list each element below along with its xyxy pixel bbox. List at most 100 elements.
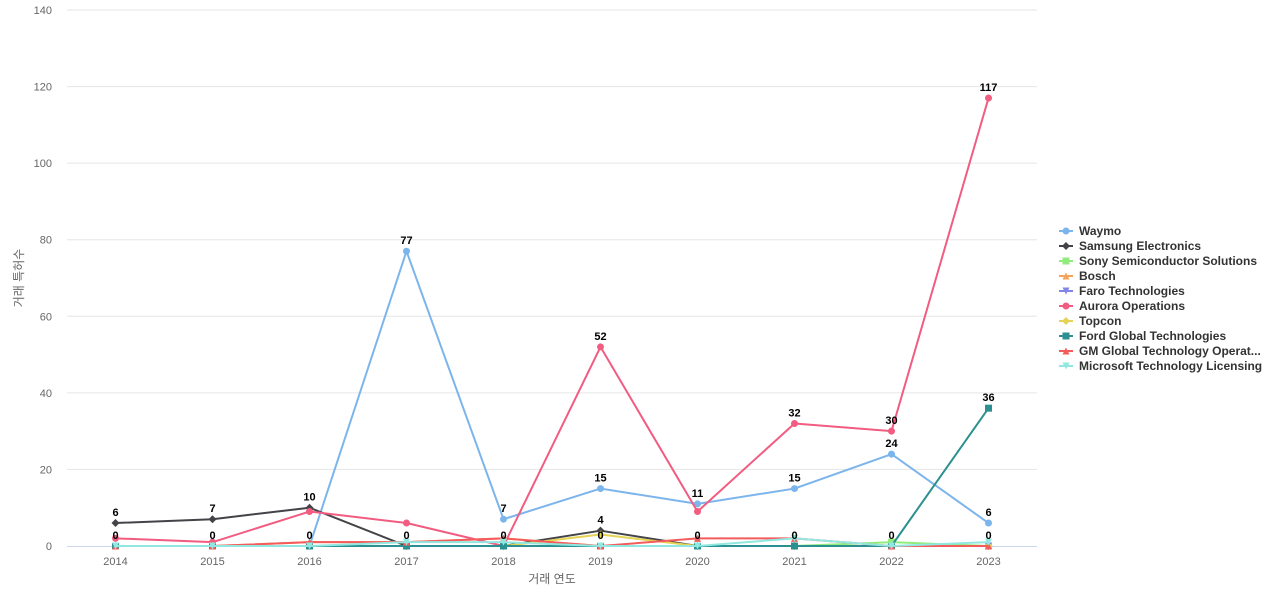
data-point-marker: [694, 534, 701, 542]
x-tick-label: 2019: [588, 556, 612, 568]
data-point-marker: [403, 247, 410, 255]
data-point-marker: [888, 427, 895, 435]
data-point-marker: [985, 542, 992, 550]
x-tick-label: 2015: [200, 556, 224, 568]
legend-label: Bosch: [1079, 269, 1116, 283]
data-point-marker: [209, 542, 216, 550]
data-point-marker: [306, 542, 313, 550]
series-gm-global-technology-operat: [112, 534, 992, 550]
data-point-marker: [500, 538, 507, 546]
series-lines: [111, 94, 993, 550]
legend-symbol-marker: [1062, 242, 1070, 250]
data-label: 32: [788, 407, 800, 419]
legend-item-microsoft-technology-licensing[interactable]: Microsoft Technology Licensing: [1059, 359, 1262, 373]
series-line: [114, 250, 990, 547]
data-label: 6: [112, 507, 118, 519]
data-point-marker: [500, 515, 507, 523]
data-label: 7: [500, 503, 506, 515]
legend-item-waymo[interactable]: Waymo: [1059, 224, 1121, 238]
x-tick-label: 2018: [491, 556, 515, 568]
data-label: 0: [888, 530, 894, 542]
x-axis-ticks: 2014 2015 2016 2017 2018 2019 2020 2021 2022 2023: [103, 556, 1000, 568]
data-label: 117: [980, 82, 998, 94]
series-ford-global-technologies: [112, 404, 992, 550]
data-point-marker: [306, 508, 313, 516]
data-point-marker: [985, 404, 992, 412]
y-tick-label: 20: [40, 464, 52, 476]
legend-symbol-marker: [1062, 332, 1070, 340]
x-tick-label: 2022: [879, 556, 903, 568]
x-tick-label: 2014: [103, 556, 127, 568]
data-point-marker: [985, 519, 992, 527]
data-label: 0: [306, 530, 312, 542]
data-label: 0: [500, 530, 506, 542]
legend-item-samsung-electronics[interactable]: Samsung Electronics: [1059, 239, 1201, 253]
legend-label: Samsung Electronics: [1079, 239, 1201, 253]
legend-label: Faro Technologies: [1079, 284, 1185, 298]
y-tick-label: 120: [34, 82, 52, 94]
data-point-marker: [112, 534, 119, 542]
x-tick-label: 2016: [297, 556, 321, 568]
x-tick-label: 2023: [976, 556, 1000, 568]
legend-symbol-marker: [1062, 302, 1070, 310]
data-label: 10: [303, 492, 315, 504]
y-tick-label: 0: [46, 541, 52, 553]
legend-item-faro-technologies[interactable]: Faro Technologies: [1059, 284, 1185, 298]
legend-item-aurora-operations[interactable]: Aurora Operations: [1059, 299, 1185, 313]
y-tick-label: 40: [40, 388, 52, 400]
data-point-marker: [791, 534, 798, 542]
data-point-marker: [597, 485, 604, 493]
data-label: 36: [982, 392, 994, 404]
legend-item-ford-global-technologies[interactable]: Ford Global Technologies: [1059, 329, 1226, 343]
data-label: 52: [594, 331, 606, 343]
data-point-marker: [985, 94, 992, 102]
series-waymo: [112, 247, 992, 550]
data-label: 15: [788, 473, 800, 485]
data-label: 77: [400, 235, 412, 247]
data-label: 24: [885, 438, 898, 450]
data-point-marker: [791, 485, 798, 493]
data-label: 4: [597, 515, 604, 527]
series-line: [114, 97, 990, 547]
data-point-marker: [403, 542, 410, 550]
legend-symbol-marker: [1062, 287, 1070, 295]
legend-symbol-marker: [1062, 227, 1070, 235]
data-label: 11: [692, 488, 704, 500]
data-point-marker: [597, 542, 604, 550]
data-point-marker: [596, 530, 605, 539]
data-point-marker: [694, 500, 701, 508]
data-point-marker: [888, 542, 895, 550]
data-label: 0: [791, 530, 797, 542]
data-label: 0: [694, 530, 700, 542]
legend-label: Waymo: [1079, 224, 1121, 238]
data-point-marker: [111, 519, 120, 528]
legend-item-sony-semiconductor-solutions[interactable]: Sony Semiconductor Solutions: [1059, 254, 1257, 268]
data-label: 0: [112, 530, 118, 542]
data-point-marker: [403, 538, 410, 546]
legend-symbol-marker: [1062, 257, 1070, 265]
series-line: [114, 537, 990, 547]
y-tick-label: 100: [34, 158, 52, 170]
legend-symbol-marker: [1062, 362, 1070, 370]
data-point-marker: [500, 542, 507, 550]
legend-item-topcon[interactable]: Topcon: [1059, 314, 1121, 328]
data-point-marker: [888, 450, 895, 458]
y-tick-label: 60: [40, 311, 52, 323]
data-label: 0: [597, 530, 603, 542]
data-point-marker: [112, 542, 119, 550]
series-microsoft-technology-licensing: [112, 534, 992, 550]
x-tick-label: 2021: [782, 556, 806, 568]
x-tick-label: 2017: [394, 556, 418, 568]
data-point-marker: [694, 508, 701, 516]
legend-item-gm-global-technology-operat[interactable]: GM Global Technology Operat...: [1059, 344, 1261, 358]
legend-item-bosch[interactable]: Bosch: [1059, 269, 1116, 283]
data-point-marker: [985, 538, 992, 546]
data-point-marker: [791, 419, 798, 427]
data-label: 0: [403, 530, 409, 542]
x-tick-label: 2020: [685, 556, 709, 568]
data-label: 6: [985, 507, 991, 519]
legend-symbol-marker: [1062, 317, 1070, 325]
